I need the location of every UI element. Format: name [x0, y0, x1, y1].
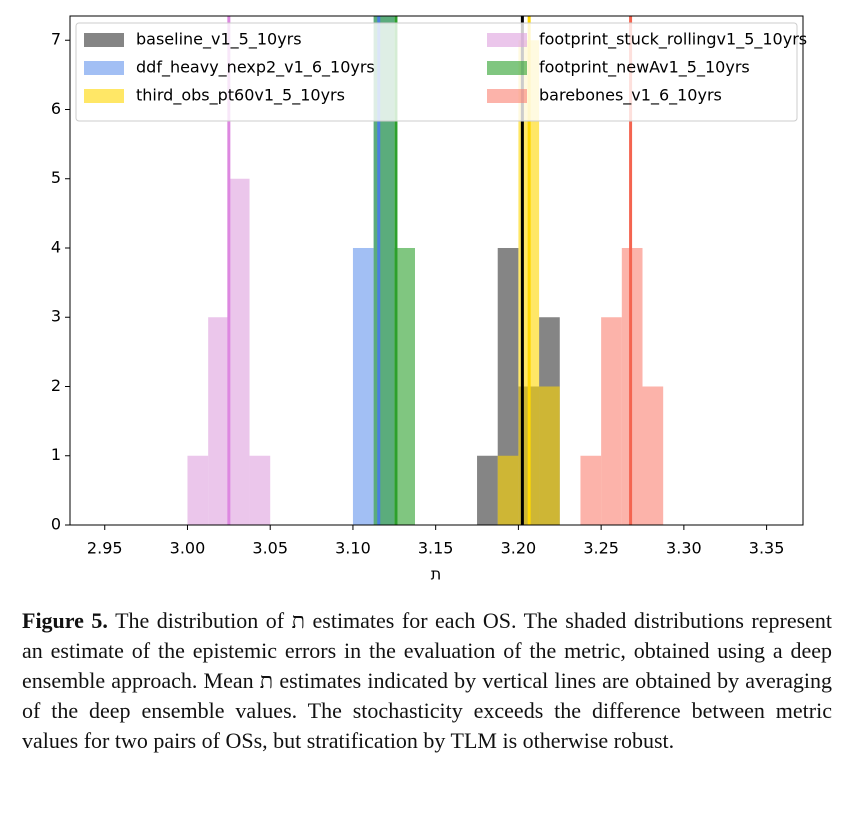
legend-label: third_obs_pt60v1_5_10yrs — [136, 86, 345, 106]
legend-label: baseline_v1_5_10yrs — [136, 30, 302, 50]
y-tick-label: 0 — [51, 515, 61, 534]
hist-bar — [601, 317, 622, 525]
legend-label: ddf_heavy_nexp2_v1_6_10yrs — [136, 58, 375, 78]
x-tick-label: 3.15 — [418, 539, 454, 558]
x-tick-label: 3.00 — [170, 539, 206, 558]
legend-swatch — [84, 33, 124, 47]
hist-bar — [394, 247, 415, 525]
legend-label: footprint_stuck_rollingv1_5_10yrs — [539, 30, 807, 50]
x-tick-label: 3.25 — [583, 539, 619, 558]
legend-swatch — [84, 89, 124, 103]
x-tick-label: 3.20 — [501, 539, 537, 558]
y-tick-label: 4 — [51, 237, 61, 256]
y-tick-label: 1 — [51, 445, 61, 464]
hist-bar — [208, 317, 229, 525]
hist-bar — [580, 455, 602, 525]
y-tick-label: 2 — [51, 376, 61, 395]
x-tick-label: 3.35 — [749, 539, 785, 558]
legend-swatch — [84, 61, 124, 75]
x-axis-label: ת — [431, 565, 442, 584]
legend-label: barebones_v1_6_10yrs — [539, 86, 722, 106]
legend-swatch — [487, 89, 527, 103]
legend-box — [75, 22, 798, 122]
x-tick-label: 3.05 — [252, 539, 288, 558]
legend: baseline_v1_5_10yrs footprint_stuck_rolli… — [75, 22, 807, 122]
legend-swatch — [487, 61, 527, 75]
hist-bar — [352, 247, 374, 525]
hist-bar — [228, 178, 250, 525]
x-tick-label: 3.30 — [666, 539, 702, 558]
legend-swatch — [487, 33, 527, 47]
legend-label: footprint_newAv1_5_10yrs — [539, 58, 750, 78]
y-tick-label: 3 — [51, 307, 61, 326]
chart: ת baseline_v1_5_10yrs footprint_stuck_rol… — [51, 15, 807, 584]
caption-label: Figure 5. — [22, 608, 108, 633]
x-tick-label: 3.10 — [335, 539, 371, 558]
plot-frame — [69, 15, 804, 526]
hist-bar — [249, 455, 271, 525]
y-tick-label: 5 — [51, 168, 61, 187]
y-tick-label: 6 — [51, 99, 61, 118]
hist-bar — [477, 455, 498, 525]
y-tick-label: 7 — [51, 30, 61, 49]
hist-bar — [187, 455, 209, 525]
hist-bar — [497, 455, 519, 525]
hist-bar — [621, 247, 643, 525]
hist-bar — [642, 386, 664, 525]
hist-bar — [539, 386, 560, 525]
x-tick-label: 2.95 — [87, 539, 123, 558]
caption: Figure 5. The distribution of ת estimate… — [22, 606, 832, 756]
caption-text: The distribution of ת estimates for each… — [22, 608, 833, 753]
